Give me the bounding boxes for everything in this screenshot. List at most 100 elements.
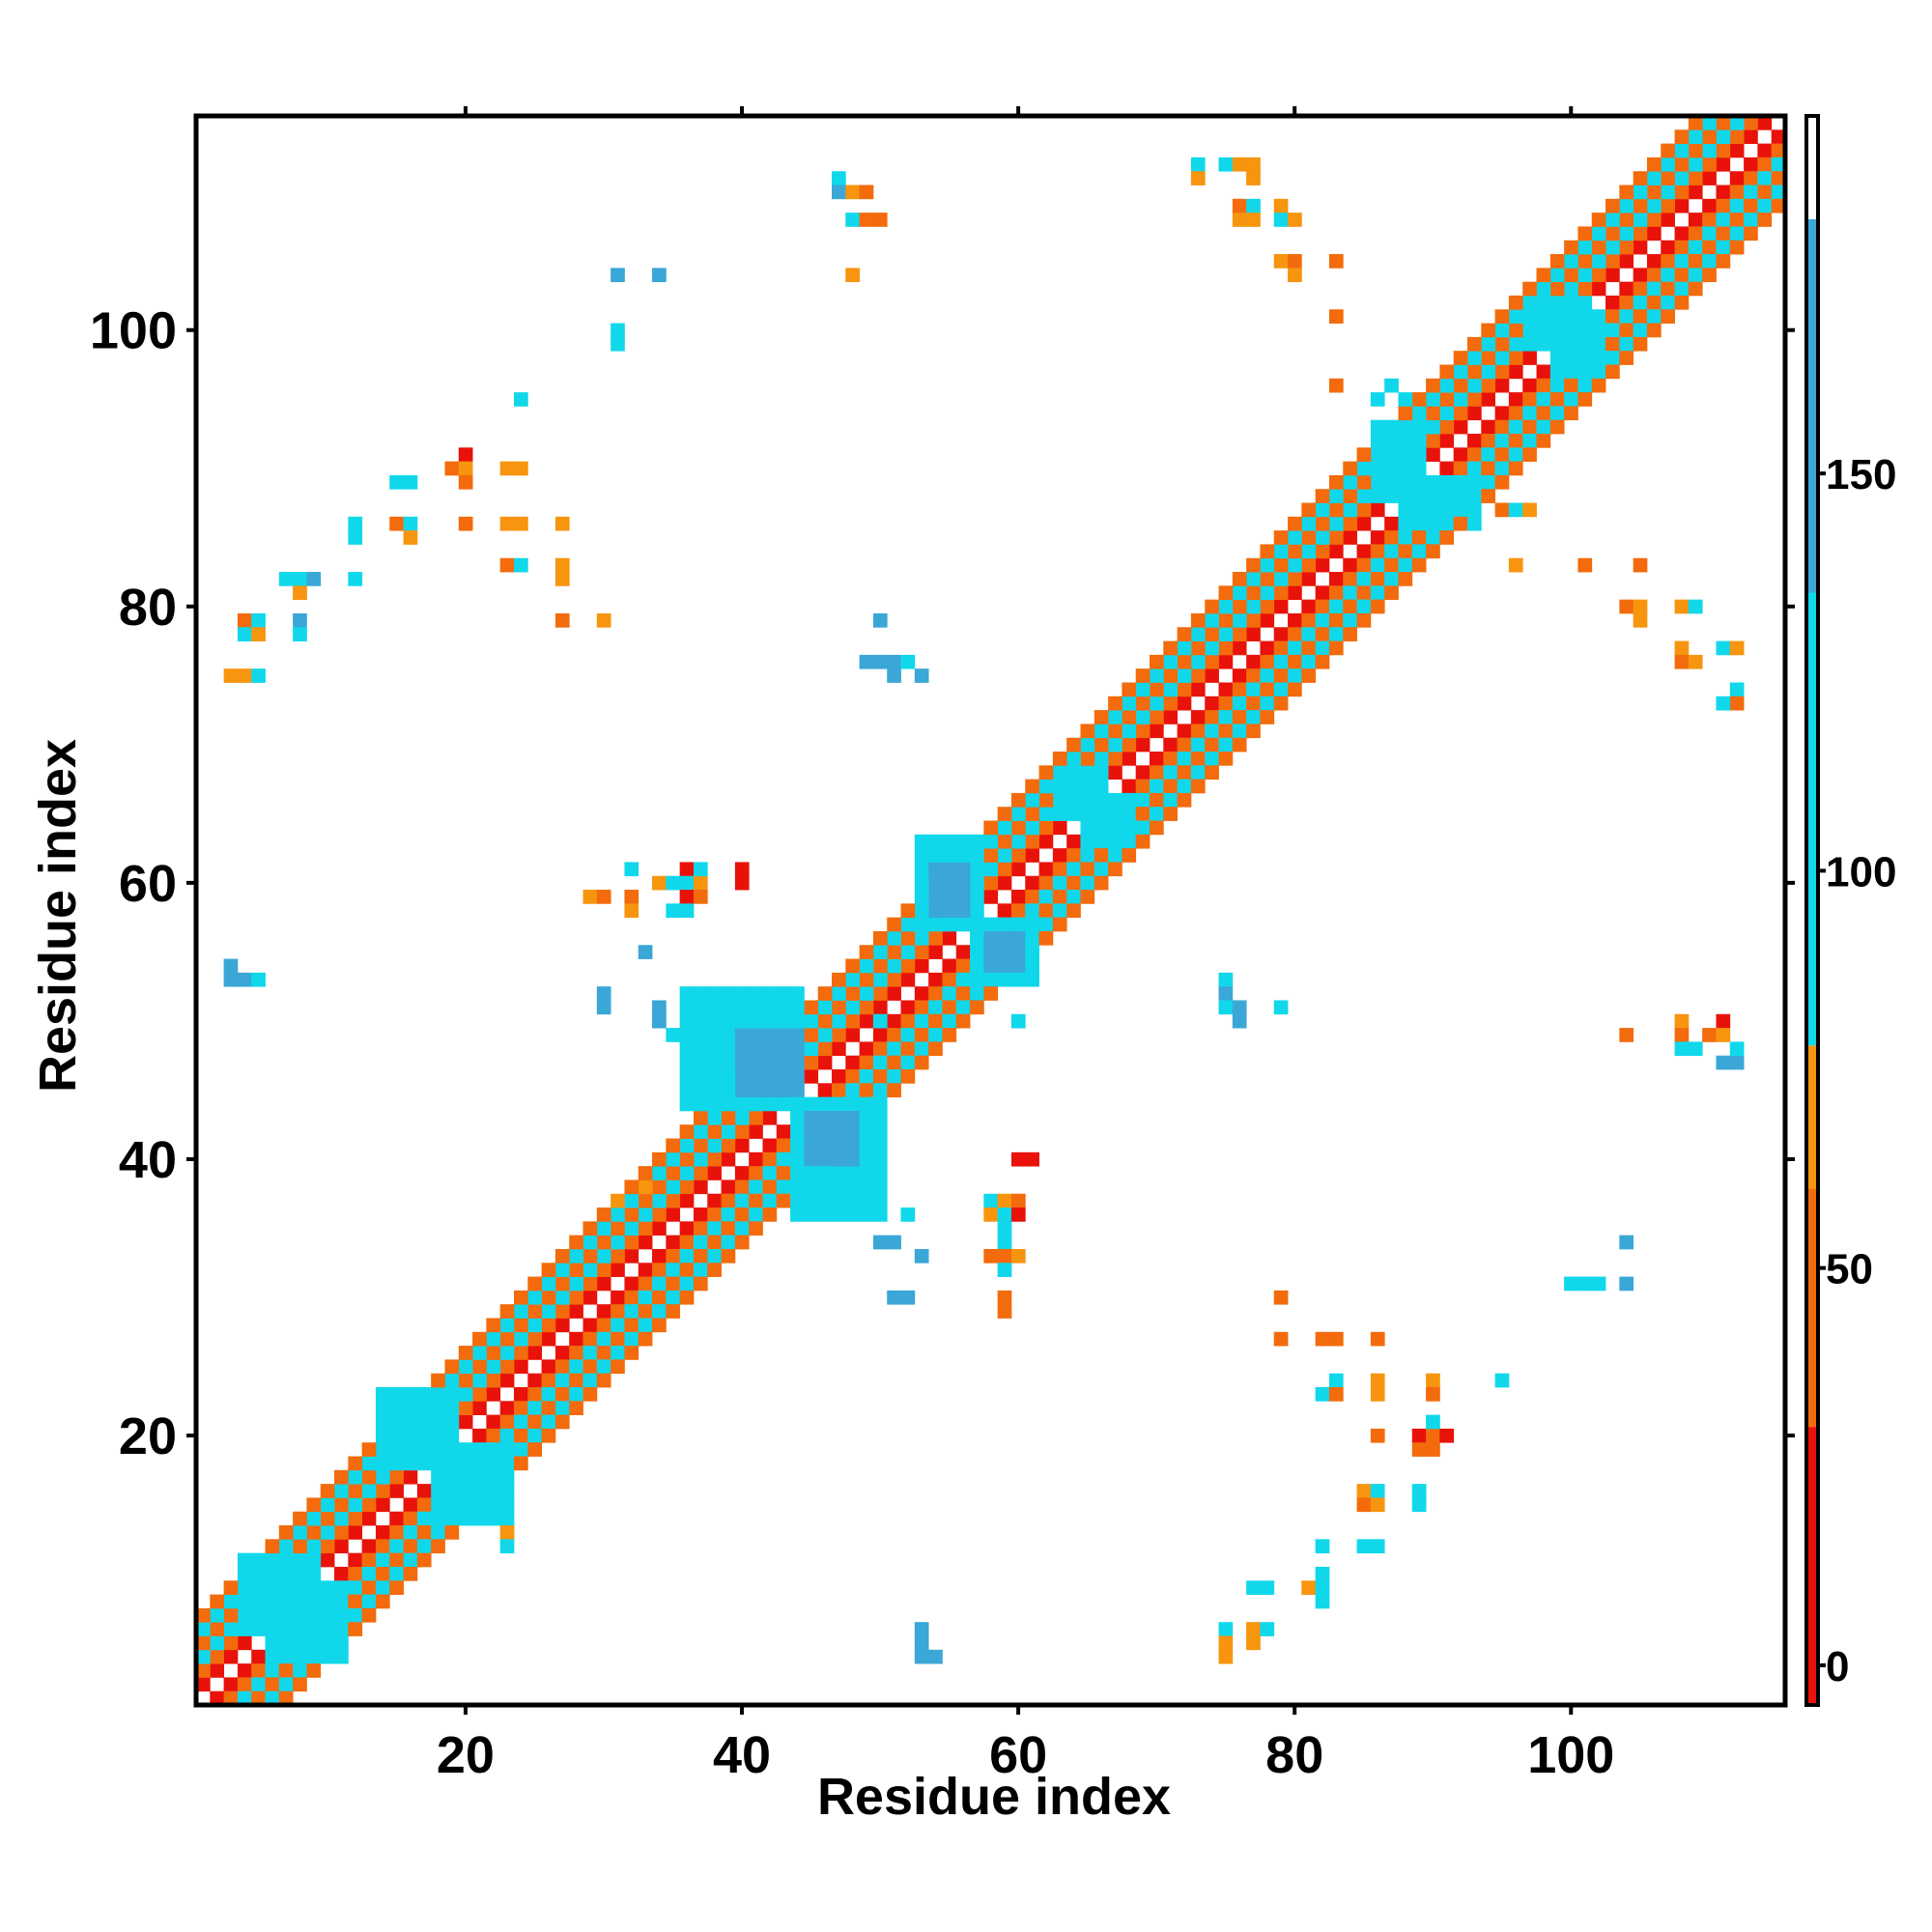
heatmap-cell (389, 1442, 404, 1457)
heatmap-cell (1038, 807, 1054, 821)
heatmap-cell (1246, 198, 1261, 213)
heatmap-cell (721, 1235, 736, 1250)
heatmap-cell (734, 1235, 750, 1250)
heatmap-cell (1288, 254, 1302, 269)
heatmap-cell (928, 986, 943, 1001)
heatmap-cell (1619, 281, 1634, 297)
heatmap-cell (1135, 792, 1151, 808)
heatmap-cell (1150, 820, 1164, 836)
heatmap-cell (1688, 1041, 1703, 1057)
heatmap-cell (582, 1276, 598, 1292)
heatmap-cell (320, 1539, 335, 1554)
heatmap-cell (611, 1331, 625, 1347)
colorbar-tick-label: 150 (1826, 451, 1896, 498)
heatmap-cell (1080, 792, 1095, 808)
heatmap-cell (776, 1041, 791, 1057)
heatmap-cell (624, 890, 639, 904)
heatmap-cell (1190, 668, 1206, 683)
heatmap-cell (762, 1166, 778, 1180)
heatmap-cell (458, 1401, 473, 1415)
heatmap-cell (375, 1469, 390, 1485)
heatmap-cell (306, 1497, 322, 1513)
heatmap-cell (403, 530, 418, 545)
heatmap-cell (859, 1000, 874, 1015)
heatmap-cell (293, 612, 307, 628)
heatmap-cell (1522, 406, 1537, 421)
heatmap-cell (1384, 489, 1399, 503)
heatmap-cell (1301, 544, 1317, 559)
heatmap-cell (1288, 572, 1302, 586)
heatmap-cell (389, 1552, 404, 1568)
heatmap-cell (334, 1539, 349, 1554)
heatmap-cell (983, 890, 999, 904)
heatmap-cell (1549, 406, 1565, 421)
heatmap-cell (1729, 185, 1745, 200)
heatmap-cell (887, 945, 901, 959)
heatmap-cell (1246, 612, 1261, 628)
heatmap-cell (1108, 724, 1122, 739)
heatmap-cell (1038, 765, 1054, 780)
heatmap-cell (721, 1083, 736, 1097)
heatmap-cell (444, 1456, 460, 1471)
heatmap-cell (223, 1580, 239, 1595)
heatmap-cell (1150, 779, 1164, 794)
heatmap-cell (1426, 392, 1440, 407)
heatmap-cell (859, 1069, 874, 1084)
heatmap-cell (942, 848, 957, 863)
heatmap-cell (1619, 185, 1634, 200)
heatmap-cell (1605, 198, 1620, 213)
heatmap-cell (1025, 917, 1039, 932)
heatmap-cell (666, 1179, 681, 1195)
heatmap-cell (1411, 419, 1427, 435)
heatmap-cell (955, 1013, 971, 1029)
heatmap-cell (1177, 696, 1192, 711)
heatmap-cell (1343, 461, 1357, 476)
heatmap-cell (1771, 171, 1786, 185)
heatmap-cell (1205, 627, 1219, 641)
heatmap-cell (458, 1469, 473, 1485)
heatmap-cell (1010, 917, 1026, 932)
heatmap-cell (804, 1000, 819, 1015)
heatmap-cell (900, 1208, 916, 1222)
heatmap-cell (611, 1346, 625, 1360)
heatmap-cell (817, 1208, 833, 1222)
heatmap-cell (278, 1539, 294, 1554)
heatmap-cell (872, 1179, 888, 1195)
heatmap-cell (1260, 557, 1275, 573)
heatmap-cell (914, 890, 929, 904)
heatmap-cell (749, 1179, 763, 1195)
heatmap-cell (1315, 544, 1330, 559)
heatmap-cell (541, 1428, 556, 1443)
heatmap-cell (1439, 530, 1455, 545)
heatmap-cell (914, 862, 929, 877)
heatmap-cell (817, 1166, 833, 1180)
heatmap-cell (1674, 198, 1690, 213)
heatmap-cell (1508, 323, 1523, 338)
heatmap-cell (1426, 544, 1440, 559)
heatmap-cell (1260, 612, 1275, 628)
heatmap-cell (1494, 434, 1510, 448)
heatmap-cell (804, 1069, 819, 1084)
heatmap-cell (1688, 654, 1703, 669)
heatmap-cell (1467, 392, 1482, 407)
heatmap-cell (1729, 129, 1745, 144)
heatmap-cell (306, 572, 322, 586)
heatmap-cell (832, 1138, 846, 1153)
heatmap-cell (1205, 612, 1219, 628)
heatmap-cell (1370, 1387, 1385, 1402)
heatmap-cell (293, 1649, 307, 1664)
heatmap-cell (817, 1193, 833, 1208)
heatmap-cell (1453, 502, 1468, 518)
heatmap-cell (970, 958, 984, 974)
heatmap-cell (293, 1677, 307, 1692)
heatmap-cell (1135, 779, 1151, 794)
heatmap-cell (983, 945, 999, 959)
heatmap-cell (554, 1346, 570, 1360)
heatmap-cell (1467, 406, 1482, 421)
heatmap-cell (1426, 447, 1440, 462)
heatmap-cell (1536, 378, 1551, 393)
heatmap-cell (499, 461, 515, 476)
heatmap-cell (1205, 599, 1219, 614)
heatmap-cell (762, 1041, 778, 1057)
heatmap-cell (1356, 447, 1372, 462)
